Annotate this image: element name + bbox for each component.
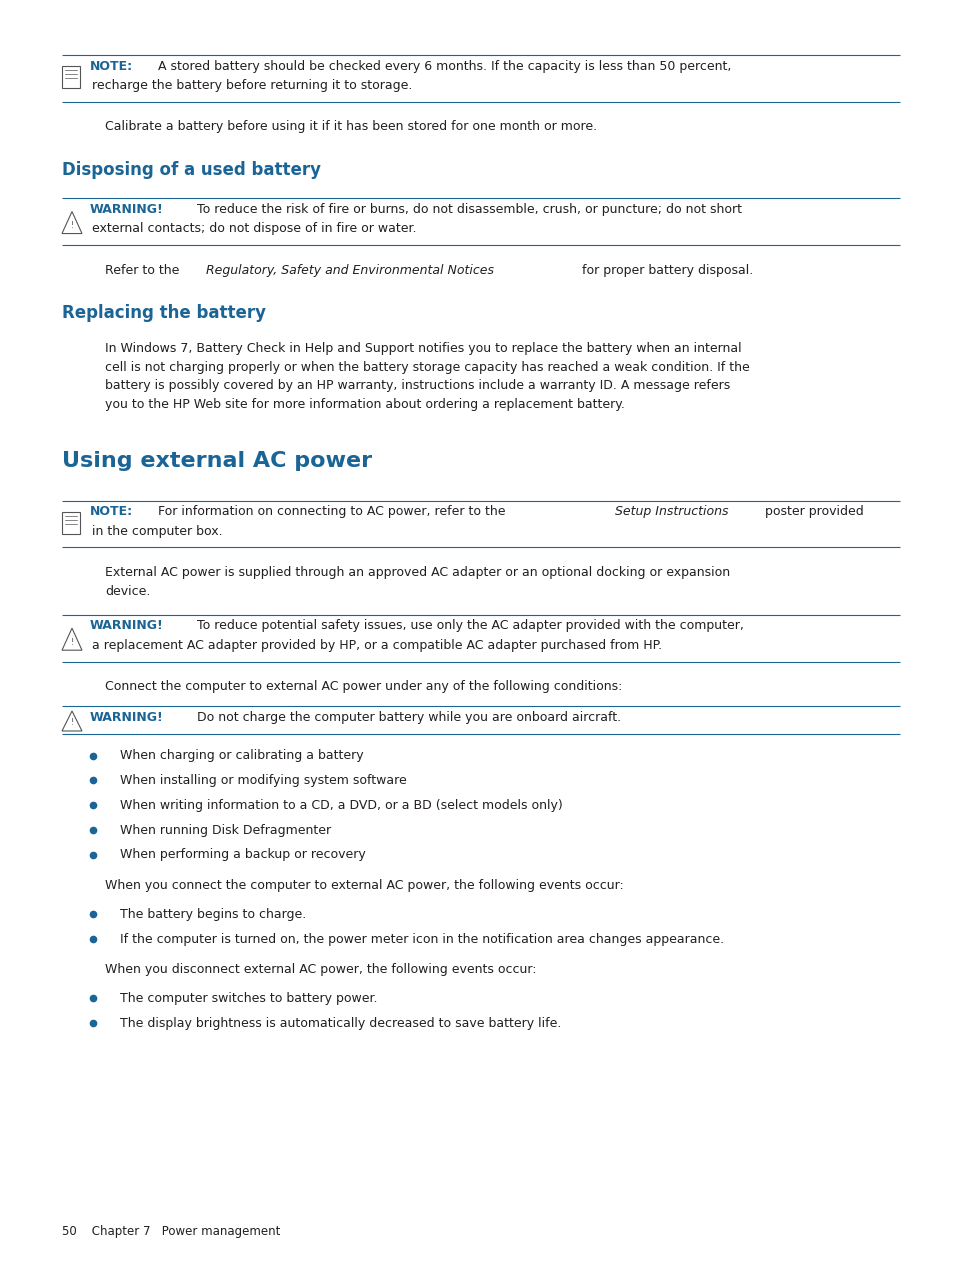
Text: WARNING!: WARNING! (90, 620, 164, 632)
Text: device.: device. (105, 584, 151, 598)
Text: Setup Instructions: Setup Instructions (614, 505, 727, 518)
Text: cell is not charging properly or when the battery storage capacity has reached a: cell is not charging properly or when th… (105, 361, 749, 373)
Text: !: ! (71, 221, 73, 230)
Text: 50    Chapter 7   Power management: 50 Chapter 7 Power management (62, 1226, 280, 1238)
Text: you to the HP Web site for more information about ordering a replacement battery: you to the HP Web site for more informat… (105, 399, 624, 411)
Text: Regulatory, Safety and Environmental Notices: Regulatory, Safety and Environmental Not… (206, 264, 494, 277)
Text: in the computer box.: in the computer box. (91, 525, 222, 537)
Text: Refer to the: Refer to the (105, 264, 183, 277)
Bar (62, 512, 80, 533)
Text: WARNING!: WARNING! (90, 711, 164, 724)
Text: In Windows 7, Battery Check in Help and Support notifies you to replace the batt: In Windows 7, Battery Check in Help and … (105, 342, 740, 354)
Text: Disposing of a used battery: Disposing of a used battery (62, 160, 320, 179)
Text: recharge the battery before returning it to storage.: recharge the battery before returning it… (91, 79, 412, 91)
Text: If the computer is turned on, the power meter icon in the notification area chan: If the computer is turned on, the power … (120, 932, 723, 946)
Text: The display brightness is automatically decreased to save battery life.: The display brightness is automatically … (120, 1017, 560, 1030)
Text: Calibrate a battery before using it if it has been stored for one month or more.: Calibrate a battery before using it if i… (105, 121, 597, 133)
Text: To reduce the risk of fire or burns, do not disassemble, crush, or puncture; do : To reduce the risk of fire or burns, do … (185, 203, 741, 216)
Text: Connect the computer to external AC power under any of the following conditions:: Connect the computer to external AC powe… (105, 681, 621, 693)
Bar (62, 66, 80, 89)
Text: When installing or modifying system software: When installing or modifying system soft… (120, 773, 406, 787)
Text: When you disconnect external AC power, the following events occur:: When you disconnect external AC power, t… (105, 964, 536, 977)
Text: Do not charge the computer battery while you are onboard aircraft.: Do not charge the computer battery while… (185, 711, 620, 724)
Text: For information on connecting to AC power, refer to the: For information on connecting to AC powe… (146, 505, 509, 518)
Text: The battery begins to charge.: The battery begins to charge. (120, 908, 306, 921)
Text: When running Disk Defragmenter: When running Disk Defragmenter (120, 823, 331, 837)
Text: battery is possibly covered by an HP warranty, instructions include a warranty I: battery is possibly covered by an HP war… (105, 380, 729, 392)
Text: external contacts; do not dispose of in fire or water.: external contacts; do not dispose of in … (91, 222, 416, 235)
Text: WARNING!: WARNING! (90, 203, 164, 216)
Text: Replacing the battery: Replacing the battery (62, 304, 266, 321)
Text: !: ! (71, 719, 73, 728)
Text: To reduce potential safety issues, use only the AC adapter provided with the com: To reduce potential safety issues, use o… (185, 620, 743, 632)
Text: a replacement AC adapter provided by HP, or a compatible AC adapter purchased fr: a replacement AC adapter provided by HP,… (91, 639, 661, 652)
Text: !: ! (71, 638, 73, 646)
Text: for proper battery disposal.: for proper battery disposal. (578, 264, 752, 277)
Text: poster provided: poster provided (760, 505, 863, 518)
Text: When performing a backup or recovery: When performing a backup or recovery (120, 848, 365, 861)
Text: When charging or calibrating a battery: When charging or calibrating a battery (120, 749, 363, 762)
Text: Using external AC power: Using external AC power (62, 451, 372, 471)
Text: NOTE:: NOTE: (90, 60, 133, 72)
Text: The computer switches to battery power.: The computer switches to battery power. (120, 992, 377, 1005)
Text: A stored battery should be checked every 6 months. If the capacity is less than : A stored battery should be checked every… (146, 60, 730, 72)
Text: External AC power is supplied through an approved AC adapter or an optional dock: External AC power is supplied through an… (105, 566, 729, 579)
Text: When you connect the computer to external AC power, the following events occur:: When you connect the computer to externa… (105, 879, 623, 892)
Text: NOTE:: NOTE: (90, 505, 133, 518)
Text: When writing information to a CD, a DVD, or a BD (select models only): When writing information to a CD, a DVD,… (120, 799, 562, 812)
